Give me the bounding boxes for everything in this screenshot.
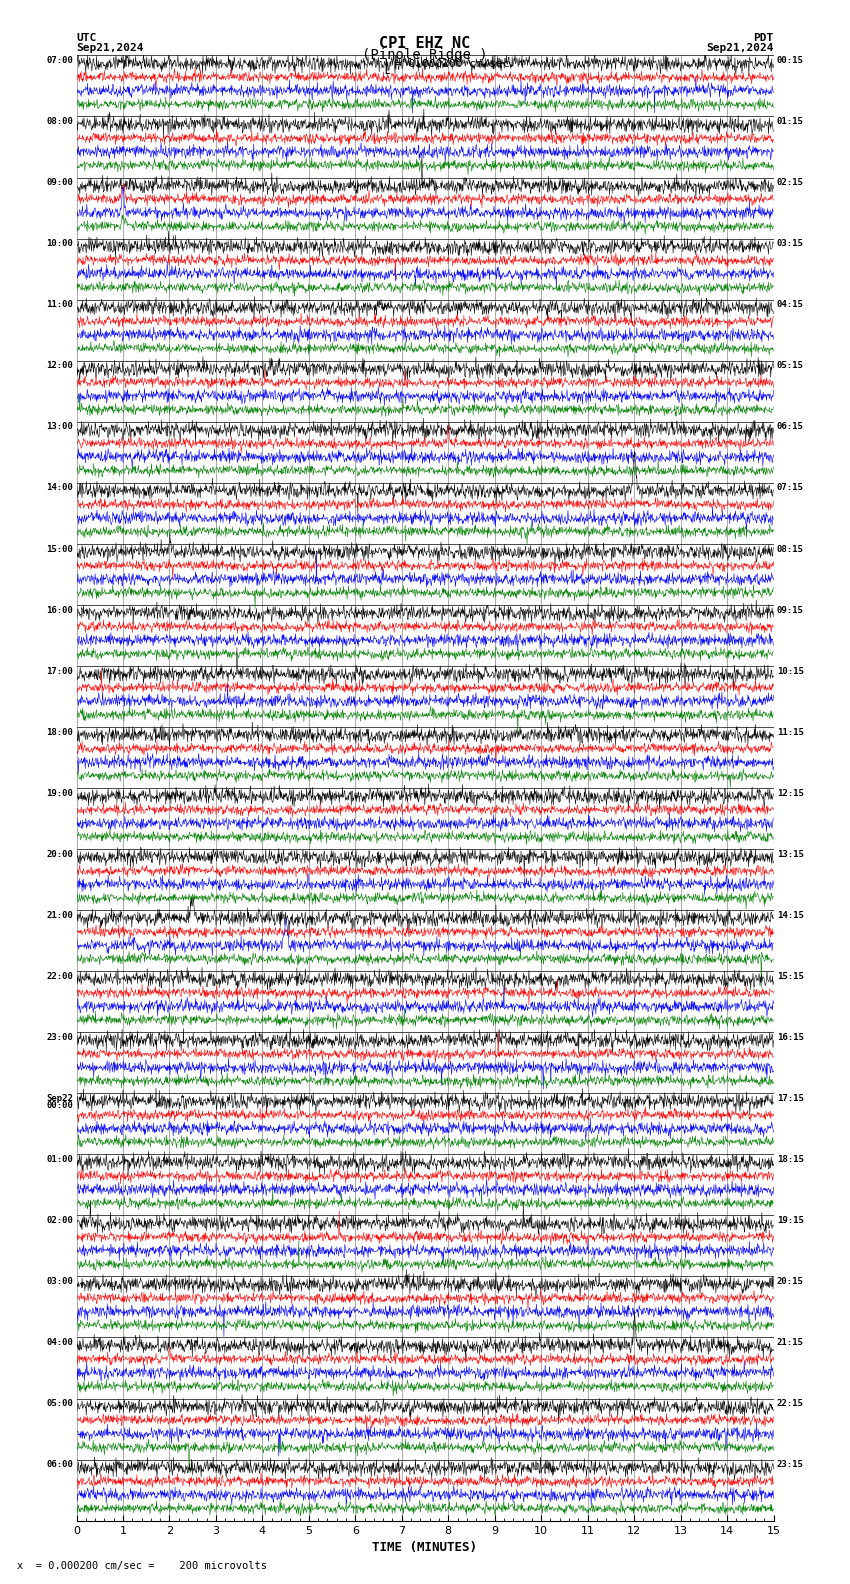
Text: 04:15: 04:15 bbox=[777, 301, 804, 309]
Text: 23:15: 23:15 bbox=[777, 1460, 804, 1470]
Text: 21:15: 21:15 bbox=[777, 1338, 804, 1346]
Text: UTC: UTC bbox=[76, 33, 97, 43]
Text: 18:15: 18:15 bbox=[777, 1155, 804, 1164]
Text: 08:00: 08:00 bbox=[46, 117, 73, 127]
Text: 08:15: 08:15 bbox=[777, 545, 804, 553]
Text: 07:15: 07:15 bbox=[777, 483, 804, 493]
Text: 16:00: 16:00 bbox=[46, 605, 73, 615]
Text: 12:15: 12:15 bbox=[777, 789, 804, 798]
Text: 18:00: 18:00 bbox=[46, 727, 73, 737]
Text: 09:15: 09:15 bbox=[777, 605, 804, 615]
Text: 20:00: 20:00 bbox=[46, 849, 73, 859]
Text: 11:00: 11:00 bbox=[46, 301, 73, 309]
Text: 23:00: 23:00 bbox=[46, 1033, 73, 1042]
Text: 17:00: 17:00 bbox=[46, 667, 73, 676]
Text: 22:00: 22:00 bbox=[46, 973, 73, 980]
Text: 07:00: 07:00 bbox=[46, 55, 73, 65]
Text: 20:15: 20:15 bbox=[777, 1277, 804, 1286]
Text: Sep21,2024: Sep21,2024 bbox=[706, 43, 774, 52]
Text: ⎣: ⎣ bbox=[383, 59, 390, 74]
Text: 13:00: 13:00 bbox=[46, 423, 73, 431]
Text: 05:15: 05:15 bbox=[777, 361, 804, 371]
Text: (Pinole Ridge ): (Pinole Ridge ) bbox=[362, 48, 488, 62]
Text: 05:00: 05:00 bbox=[46, 1399, 73, 1408]
Text: 21:00: 21:00 bbox=[46, 911, 73, 920]
Text: 00:15: 00:15 bbox=[777, 55, 804, 65]
Text: 19:15: 19:15 bbox=[777, 1217, 804, 1224]
Text: 00:00: 00:00 bbox=[46, 1101, 73, 1110]
Text: 01:00: 01:00 bbox=[46, 1155, 73, 1164]
Text: 03:15: 03:15 bbox=[777, 239, 804, 249]
Text: 02:15: 02:15 bbox=[777, 179, 804, 187]
Text: x  = 0.000200 cm/sec =    200 microvolts: x = 0.000200 cm/sec = 200 microvolts bbox=[17, 1562, 267, 1571]
Text: 13:15: 13:15 bbox=[777, 849, 804, 859]
Text: 15:00: 15:00 bbox=[46, 545, 73, 553]
Text: 14:15: 14:15 bbox=[777, 911, 804, 920]
Text: 22:15: 22:15 bbox=[777, 1399, 804, 1408]
Text: 02:00: 02:00 bbox=[46, 1217, 73, 1224]
Text: 16:15: 16:15 bbox=[777, 1033, 804, 1042]
Text: 17:15: 17:15 bbox=[777, 1095, 804, 1102]
Text: CPI EHZ NC: CPI EHZ NC bbox=[379, 36, 471, 51]
Text: 06:15: 06:15 bbox=[777, 423, 804, 431]
Text: 04:00: 04:00 bbox=[46, 1338, 73, 1346]
Text: 06:00: 06:00 bbox=[46, 1460, 73, 1470]
Text: 12:00: 12:00 bbox=[46, 361, 73, 371]
Text: 09:00: 09:00 bbox=[46, 179, 73, 187]
Text: 19:00: 19:00 bbox=[46, 789, 73, 798]
Text: 10:00: 10:00 bbox=[46, 239, 73, 249]
Text: 15:15: 15:15 bbox=[777, 973, 804, 980]
X-axis label: TIME (MINUTES): TIME (MINUTES) bbox=[372, 1541, 478, 1554]
Text: PDT: PDT bbox=[753, 33, 774, 43]
Text: 10:15: 10:15 bbox=[777, 667, 804, 676]
Text: 03:00: 03:00 bbox=[46, 1277, 73, 1286]
Text: 01:15: 01:15 bbox=[777, 117, 804, 127]
Text: Sep21,2024: Sep21,2024 bbox=[76, 43, 144, 52]
Text: Sep22: Sep22 bbox=[46, 1095, 73, 1102]
Text: 11:15: 11:15 bbox=[777, 727, 804, 737]
Text: = 0.000200 cm/sec: = 0.000200 cm/sec bbox=[395, 59, 510, 68]
Text: 14:00: 14:00 bbox=[46, 483, 73, 493]
